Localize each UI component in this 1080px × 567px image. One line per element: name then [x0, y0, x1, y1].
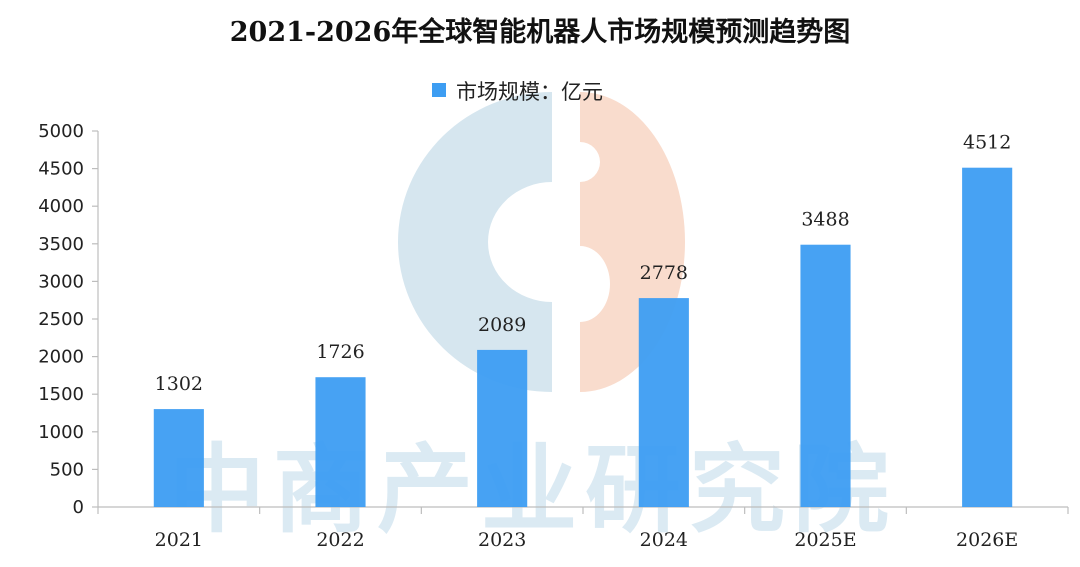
y-axis-ticks: 0 500 1000 1500 2000 2500 3000 3500 4000 4500 5000 [38, 121, 98, 518]
watermark-logo-left [398, 92, 552, 392]
x-axis-ticks [97, 507, 1069, 514]
x-tick-label: 2021 [155, 529, 203, 551]
y-tick-label: 3500 [38, 234, 84, 255]
chart-title: 2021-2026年全球智能机器人市场规模预测趋势图 [230, 16, 851, 48]
y-tick-label: 5000 [38, 121, 84, 142]
bars [153, 167, 1013, 507]
legend-swatch [432, 83, 446, 97]
y-tick-label: 500 [50, 459, 84, 480]
y-tick-label: 3000 [38, 271, 84, 292]
bar [638, 298, 689, 507]
y-tick-label: 1000 [38, 422, 84, 443]
y-tick-label: 2500 [38, 309, 84, 330]
y-tick-label: 0 [73, 497, 84, 518]
legend: 市场规模：亿元 [432, 80, 603, 104]
data-label: 4512 [963, 132, 1011, 154]
data-label: 1302 [155, 373, 203, 395]
y-tick-label: 4000 [38, 196, 84, 217]
bar [477, 349, 528, 507]
legend-label: 市场规模：亿元 [456, 80, 603, 104]
data-label: 2778 [640, 262, 688, 284]
bar [962, 167, 1013, 507]
y-tick-label: 4500 [38, 159, 84, 180]
category-labels: 2021 2022 2023 2024 2025E 2026E [155, 529, 1019, 551]
x-tick-label: 2026E [956, 529, 1018, 551]
data-label: 3488 [801, 209, 849, 231]
x-tick-label: 2024 [640, 529, 688, 551]
value-labels: 1302 1726 2089 2778 3488 4512 [155, 132, 1012, 395]
watermark-text: 中商产业研究院 [169, 434, 897, 546]
bar [315, 377, 366, 507]
bar [153, 409, 204, 507]
data-label: 2089 [478, 314, 526, 336]
y-tick-label: 1500 [38, 384, 84, 405]
bar [800, 244, 851, 507]
x-tick-label: 2025E [794, 529, 856, 551]
data-label: 1726 [316, 341, 364, 363]
y-tick-label: 2000 [38, 347, 84, 368]
x-tick-label: 2022 [316, 529, 364, 551]
x-tick-label: 2023 [478, 529, 526, 551]
